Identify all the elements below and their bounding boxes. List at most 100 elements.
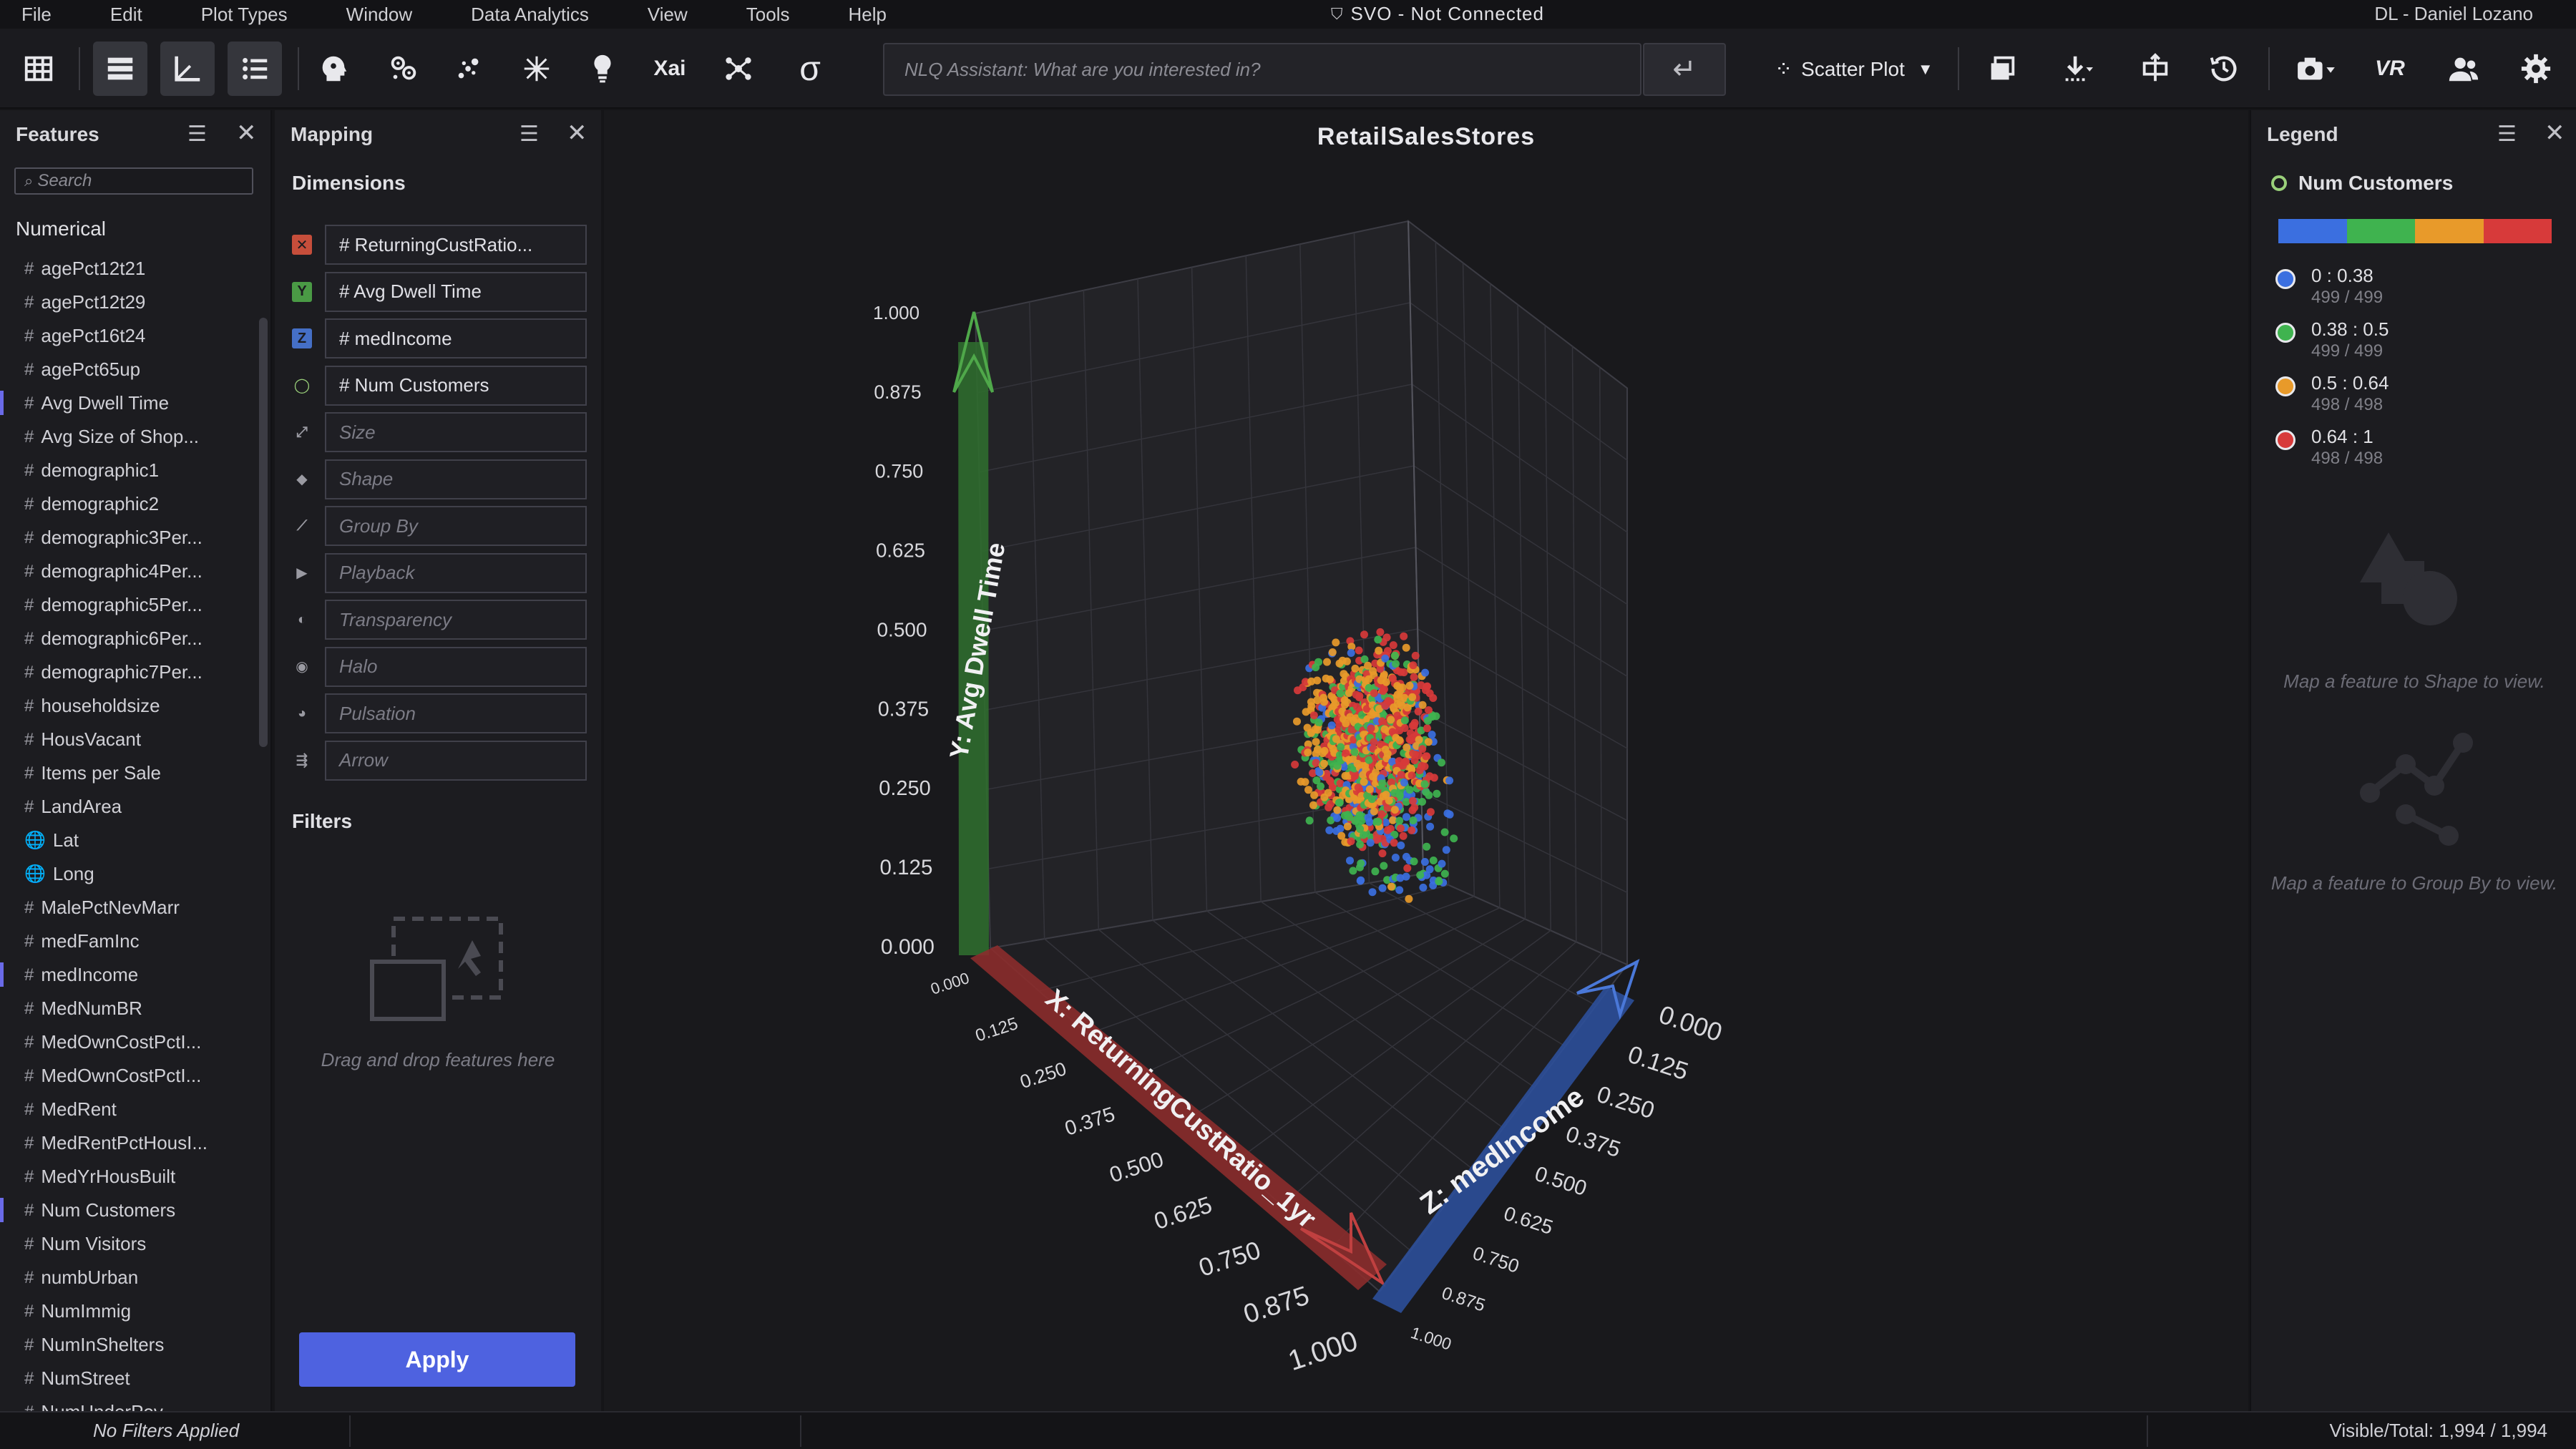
feature-item[interactable]: # numbUrban (0, 1261, 258, 1294)
feature-item[interactable]: # MedOwnCostPctI... (0, 1025, 258, 1059)
data-point[interactable] (1374, 817, 1382, 826)
data-point[interactable] (1383, 749, 1392, 758)
data-point[interactable] (1388, 674, 1397, 683)
data-point[interactable] (1314, 658, 1322, 666)
feature-item[interactable]: # householdsize (0, 689, 258, 723)
data-point[interactable] (1347, 649, 1355, 657)
feature-item[interactable]: # MedRent (0, 1093, 258, 1126)
feature-item[interactable]: # agePct65up (0, 353, 258, 386)
data-point[interactable] (1368, 888, 1377, 897)
data-point[interactable] (1367, 795, 1376, 804)
data-point[interactable] (1428, 731, 1436, 739)
data-point[interactable] (1395, 791, 1404, 799)
feature-list-scrollbar[interactable] (259, 318, 268, 747)
data-point[interactable] (1310, 791, 1319, 799)
data-point[interactable] (1402, 813, 1410, 821)
z-axis-arrow[interactable] (1576, 958, 1640, 1020)
data-point[interactable] (1301, 778, 1309, 786)
data-point[interactable] (1398, 683, 1407, 692)
data-point[interactable] (1357, 859, 1365, 868)
settings-button[interactable] (2509, 42, 2563, 96)
data-point[interactable] (1355, 811, 1364, 819)
data-point[interactable] (1379, 687, 1387, 696)
data-point[interactable] (1365, 818, 1374, 826)
data-point[interactable] (1445, 776, 1454, 785)
feature-item[interactable]: # Items per Sale (0, 756, 258, 790)
data-point[interactable] (1347, 837, 1355, 846)
data-point[interactable] (1410, 857, 1418, 866)
data-point[interactable] (1418, 745, 1427, 753)
data-point[interactable] (1356, 825, 1365, 833)
data-point[interactable] (1388, 758, 1397, 766)
data-point[interactable] (1438, 758, 1445, 767)
data-point[interactable] (1425, 706, 1433, 714)
data-point[interactable] (1400, 632, 1408, 640)
data-point[interactable] (1393, 711, 1402, 720)
data-point[interactable] (1342, 749, 1350, 758)
y-axis-bar[interactable] (958, 341, 989, 956)
feature-item[interactable]: # agePct16t24 (0, 319, 258, 353)
scatter-3d-svg[interactable]: 0.0000.1250.2500.3750.5000.6250.7500.875… (604, 110, 2248, 1411)
data-point[interactable] (1383, 647, 1392, 655)
data-point[interactable] (1396, 824, 1405, 833)
data-point[interactable] (1324, 789, 1332, 797)
feature-item[interactable]: # demographic1 (0, 454, 258, 487)
data-point[interactable] (1450, 834, 1458, 843)
user-name[interactable]: DL - Daniel Lozano (2374, 3, 2533, 24)
data-point[interactable] (1407, 766, 1416, 774)
users-button[interactable] (2436, 42, 2490, 96)
feature-item[interactable]: # demographic2 (0, 487, 258, 521)
data-point[interactable] (1322, 674, 1330, 683)
data-point[interactable] (1342, 657, 1351, 665)
z-axis-bar[interactable] (1372, 986, 1634, 1313)
data-point[interactable] (1356, 840, 1365, 849)
list-panel-button[interactable] (93, 42, 147, 96)
data-point[interactable] (1320, 698, 1328, 706)
feature-item[interactable]: # Num Customers (0, 1194, 258, 1227)
data-point[interactable] (1375, 705, 1383, 713)
data-point[interactable] (1419, 883, 1428, 892)
data-point[interactable] (1377, 740, 1385, 748)
data-point[interactable] (1421, 668, 1430, 677)
history-button[interactable] (2197, 42, 2251, 96)
data-point[interactable] (1395, 736, 1404, 744)
data-point[interactable] (1347, 726, 1356, 734)
data-point[interactable] (1405, 894, 1413, 903)
menu-help[interactable]: Help (848, 3, 887, 25)
data-point[interactable] (1423, 842, 1431, 851)
data-point[interactable] (1426, 822, 1435, 831)
data-point[interactable] (1382, 818, 1390, 826)
data-point[interactable] (1351, 816, 1360, 825)
feature-item[interactable]: # NumInShelters (0, 1328, 258, 1362)
data-point[interactable] (1347, 763, 1355, 771)
data-point[interactable] (1309, 801, 1317, 809)
scatter-analysis-button[interactable] (442, 42, 497, 96)
feature-item[interactable]: 🌐 Lat (0, 824, 258, 857)
data-point[interactable] (1325, 826, 1334, 834)
data-point[interactable] (1396, 874, 1405, 882)
data-point[interactable] (1418, 701, 1427, 709)
data-point[interactable] (1409, 816, 1418, 824)
data-point[interactable] (1336, 779, 1345, 788)
data-point[interactable] (1423, 871, 1431, 879)
data-point[interactable] (1395, 886, 1404, 894)
data-point[interactable] (1360, 778, 1368, 786)
data-point[interactable] (1405, 786, 1414, 794)
data-point[interactable] (1400, 716, 1409, 725)
data-point[interactable] (1408, 796, 1417, 805)
data-point[interactable] (1423, 724, 1431, 733)
data-point[interactable] (1341, 771, 1350, 780)
data-point[interactable] (1402, 757, 1410, 766)
plot-canvas[interactable]: RetailSalesStores 0.000 0.125 0.250 0.375 0.… (604, 110, 2248, 1411)
data-point[interactable] (1335, 659, 1344, 668)
pulsation-mapping-field[interactable]: Pulsation (325, 693, 587, 733)
data-point[interactable] (1399, 831, 1407, 840)
data-point[interactable] (1438, 859, 1446, 868)
data-point[interactable] (1418, 798, 1426, 806)
data-point[interactable] (1410, 804, 1419, 812)
data-point[interactable] (1327, 800, 1335, 808)
data-point[interactable] (1397, 841, 1405, 849)
data-point[interactable] (1409, 661, 1418, 670)
data-point[interactable] (1312, 758, 1320, 767)
data-point[interactable] (1362, 705, 1371, 713)
